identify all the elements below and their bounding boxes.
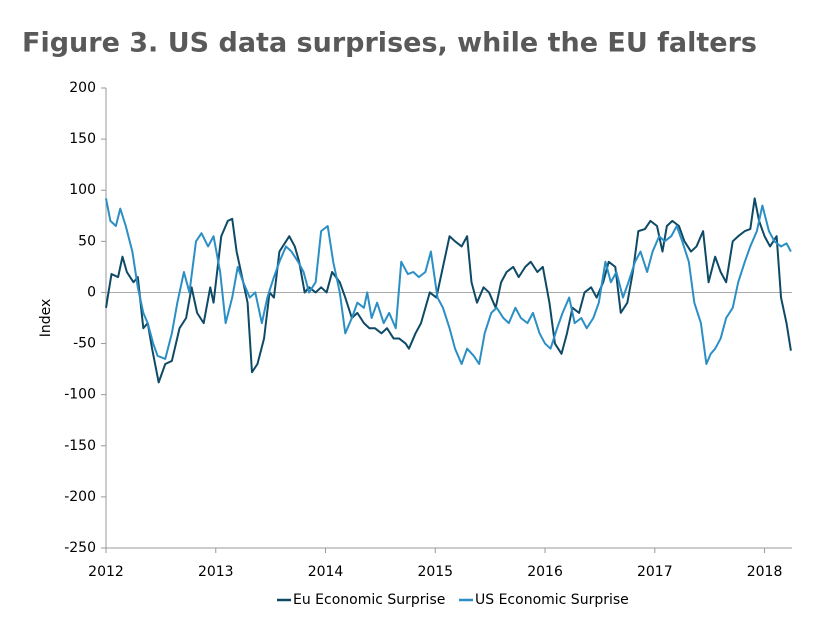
y-tick-label: 0 — [87, 284, 96, 300]
y-tick-label: -150 — [64, 438, 96, 454]
x-tick-label: 2017 — [637, 564, 673, 580]
x-tick-label: 2013 — [198, 564, 234, 580]
x-tick-label: 2016 — [527, 564, 563, 580]
y-tick-label: -250 — [64, 540, 96, 556]
x-tick-label: 2012 — [88, 564, 124, 580]
x-tick-label: 2014 — [308, 564, 344, 580]
series-line — [105, 197, 792, 384]
series-line — [105, 198, 792, 365]
chart-title: Figure 3. US data surprises, while the E… — [22, 28, 757, 59]
y-tick-label: 150 — [69, 131, 96, 147]
y-axis-label: Index — [38, 299, 54, 338]
y-tick-label: 50 — [78, 233, 96, 249]
y-tick-label: -200 — [64, 489, 96, 505]
legend-label: Eu Economic Surprise — [293, 592, 445, 608]
legend-label: US Economic Surprise — [475, 592, 629, 608]
y-tick-label: -100 — [64, 387, 96, 403]
x-tick-label: 2018 — [747, 564, 783, 580]
y-tick-label: 200 — [69, 80, 96, 96]
x-tick-label: 2015 — [417, 564, 453, 580]
y-tick-label: 100 — [69, 182, 96, 198]
y-tick-label: -50 — [73, 336, 96, 352]
